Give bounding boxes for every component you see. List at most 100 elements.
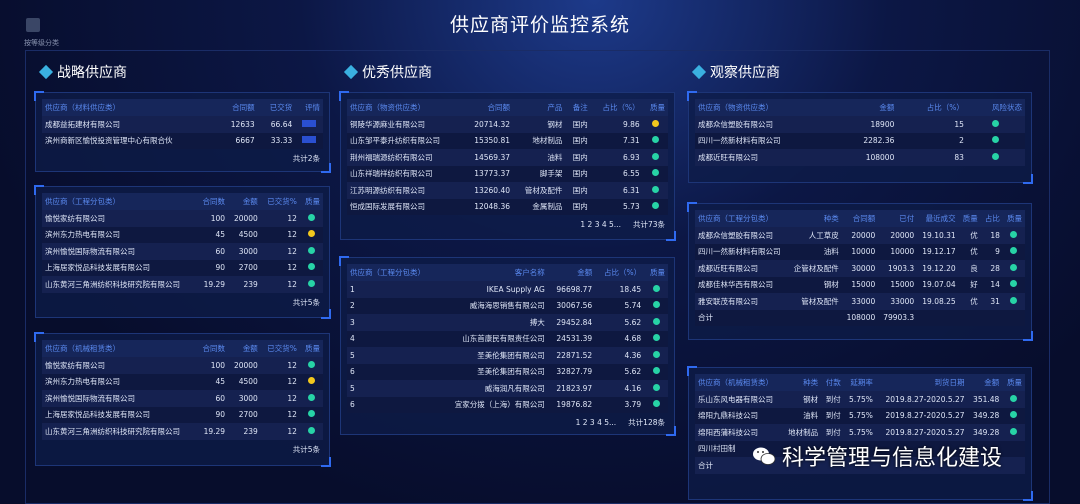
table-cell: 90 xyxy=(196,406,229,423)
table-cell: 18 xyxy=(980,227,1003,244)
quality-dot xyxy=(992,136,1000,144)
filter-label[interactable]: 按等级分类 xyxy=(24,39,59,47)
table-footer: 共计5条 xyxy=(42,440,323,455)
table-cell: 上海居家悦品科技发展有限公司 xyxy=(42,406,197,423)
table-cell xyxy=(875,440,968,457)
table-cell: 5.75% xyxy=(843,407,876,424)
table-cell: 351.48 xyxy=(967,391,1003,408)
detail-badge[interactable] xyxy=(302,119,317,127)
table-cell: 优 xyxy=(958,243,981,260)
quality-dot xyxy=(1010,427,1018,435)
table-cell: 成都众信塑胶有限公司 xyxy=(695,227,789,244)
section-heading: 战略供应商 xyxy=(38,62,127,82)
table-cell: 19.07.04 xyxy=(917,276,959,293)
table-cell: 到付 xyxy=(821,407,844,424)
table-cell: 油料 xyxy=(513,149,566,166)
header-row: 供应商（机械租赁类） 种类 付款 延期率 到货日期 金额 质量 xyxy=(695,374,1025,391)
quality-dot xyxy=(651,136,659,144)
header-row: 供应商（材料供应类） 合同额 已交货 评情 xyxy=(42,99,323,116)
table-cell: 239 xyxy=(228,276,261,293)
table-panel: 供应商（材料供应类） 合同额 已交货 评情 成都益拓建材有限公司 12633 66.64 滨州… xyxy=(34,91,331,173)
table-cell: 人工草皮 xyxy=(788,227,842,244)
table-cell xyxy=(299,276,323,293)
quality-dot xyxy=(307,279,315,287)
table-cell: 荆州福瑞源纺织有限公司 xyxy=(347,149,463,166)
quality-dot xyxy=(651,119,659,127)
table-row: 雅安联茂有限公司 管材及配件 33000 33000 19.08.25 优 31 xyxy=(695,293,1025,310)
quality-dot xyxy=(652,301,660,309)
table-cell: 12 xyxy=(260,210,300,227)
table-cell: 国内 xyxy=(565,116,591,133)
table-cell: 4500 xyxy=(228,226,261,243)
table-cell xyxy=(1002,276,1025,293)
table-cell: 18900 xyxy=(837,116,898,133)
table-row: 上海居家悦品科技发展有限公司 90 2700 12 xyxy=(42,259,323,276)
table-cell: 20000 xyxy=(228,210,261,227)
table-cell: 到付 xyxy=(821,391,844,408)
quality-dot xyxy=(652,383,660,391)
total-cell xyxy=(967,457,1003,474)
table-cell xyxy=(299,373,323,390)
section-heading: 观察供应商 xyxy=(691,62,780,82)
table-row: 铜陵华源麻业有限公司 20714.32 钢材 国内 9.86 xyxy=(347,116,668,133)
table-cell: 19.08.25 xyxy=(917,293,959,310)
table-cell: 5 xyxy=(347,380,439,397)
quality-dot xyxy=(307,213,315,221)
table-cell: 66.64 xyxy=(257,116,296,133)
table-row: 5 威海润凡有限公司 21823.97 4.16 xyxy=(347,380,668,397)
total-cell xyxy=(1002,457,1025,474)
pager[interactable]: 1 2 3 4 5... xyxy=(580,220,621,229)
table-cell: 15 xyxy=(897,116,967,133)
data-table: 供应商（物资供应类） 合同额 产品 备注 占比（%） 质量 铜陵华源麻业有限公司 20714.… xyxy=(347,99,668,215)
table-cell: 恒成国际发展有限公司 xyxy=(347,198,463,215)
table-cell xyxy=(295,132,323,149)
quality-dot xyxy=(307,246,315,254)
total-cell xyxy=(782,457,822,474)
table-cell: 15350.81 xyxy=(462,132,513,149)
pager[interactable]: 1 2 3 4 5... xyxy=(575,418,617,427)
quality-dot xyxy=(992,152,1000,160)
filter-box[interactable] xyxy=(26,18,40,32)
table-cell: 20000 xyxy=(841,227,879,244)
total-cell xyxy=(1002,309,1025,326)
table-cell: 乐山东风电器有限公司 xyxy=(695,391,783,408)
table-cell xyxy=(644,347,668,364)
table-row: 滨州东力热电有限公司 45 4500 12 xyxy=(42,373,323,390)
header-row: 供应商（工程分包类） 合同数 金额 已交货% 质量 xyxy=(42,193,323,210)
quality-dot xyxy=(992,119,1000,127)
data-table: 供应商（机械租赁类） 种类 付款 延期率 到货日期 金额 质量 乐山东风电器有限公司 钢材 到付 5… xyxy=(695,374,1025,474)
table-cell: 滨州愉悦国际物流有限公司 xyxy=(42,390,197,407)
table-cell xyxy=(1002,260,1025,277)
data-table: 供应商（机械租赁类） 合同数 金额 已交货% 质量 愉悦家纺有限公司 100 20000 12 滨… xyxy=(42,340,323,440)
table-cell: 四川一然新材料有限公司 xyxy=(695,243,789,260)
data-table: 供应商（工程分包类） 合同数 金额 已交货% 质量 愉悦家纺有限公司 100 20000 12 滨… xyxy=(42,193,323,293)
table-cell xyxy=(299,243,323,260)
table-cell: 企管材及配件 xyxy=(788,260,842,277)
column-header: 占比（%） xyxy=(595,264,645,281)
table-row: 山东黄河三角洲纺织科技研究院有限公司 19.29 239 12 xyxy=(42,276,323,293)
column-header: 供应商（材料供应类） xyxy=(42,99,219,116)
table-cell: 铜陵华源麻业有限公司 xyxy=(347,116,463,133)
row-count: 共计128条 xyxy=(628,418,665,427)
column-header: 最近成交 xyxy=(917,210,959,227)
table-cell: 1903.3 xyxy=(878,260,918,277)
column-header: 延期率 xyxy=(843,374,876,391)
table-cell xyxy=(299,357,323,374)
column-header: 占比（%） xyxy=(590,99,643,116)
table-row: 6 宜家分拨（上海）有限公司 19876.82 3.79 xyxy=(347,396,668,413)
table-row: 荆州福瑞源纺织有限公司 14569.37 油料 国内 6.93 xyxy=(347,149,668,166)
quality-dot xyxy=(307,393,315,401)
section-heading: 优秀供应商 xyxy=(343,62,432,82)
table-cell xyxy=(642,149,668,166)
table-row: 6 圣美伦集团有限公司 32827.79 5.62 xyxy=(347,363,668,380)
table-cell: 45 xyxy=(196,226,229,243)
table-cell: 30000 xyxy=(841,260,879,277)
table-cell: 金属制品 xyxy=(513,198,566,215)
table-cell: 上海居家悦品科技发展有限公司 xyxy=(42,259,197,276)
table-cell: 7.31 xyxy=(590,132,643,149)
total-row: 合计 xyxy=(695,457,1025,474)
table-cell: IKEA Supply AG xyxy=(438,281,548,298)
table-cell: 2019.8.27-2020.5.27 xyxy=(875,407,968,424)
detail-badge[interactable] xyxy=(302,136,317,144)
